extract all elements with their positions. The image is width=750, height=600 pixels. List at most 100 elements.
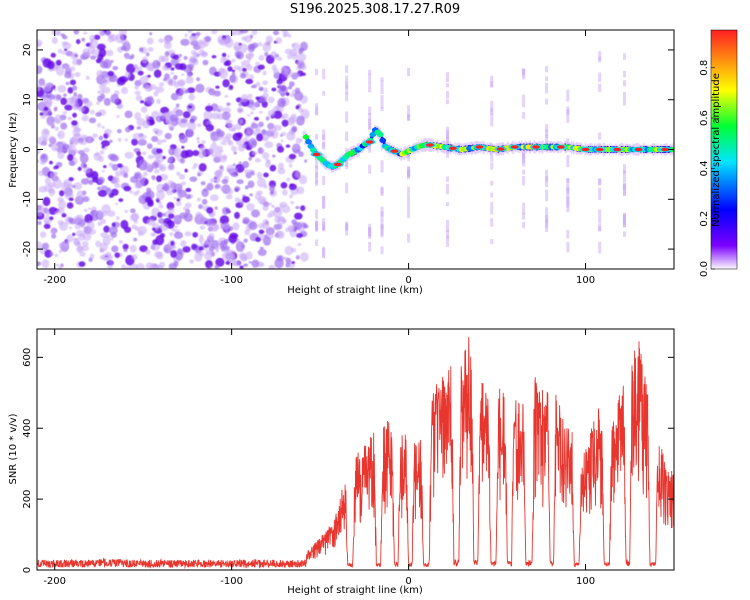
noise-speck	[174, 63, 184, 70]
colorbar-strip	[711, 133, 737, 135]
colorbar-strip	[711, 158, 737, 160]
noise-speck	[195, 31, 201, 37]
spectral-streak	[490, 100, 494, 115]
noise-speck	[90, 171, 99, 180]
spectrogram-y-tick-label: 10	[22, 93, 33, 106]
noise-speck	[124, 209, 128, 214]
spectral-streak	[446, 235, 450, 247]
noise-speck	[49, 171, 58, 180]
noise-speck	[60, 122, 68, 130]
noise-speck	[68, 160, 76, 166]
noise-speck	[50, 52, 56, 58]
noise-speck	[83, 208, 88, 213]
spectral-streak	[598, 217, 602, 224]
noise-speck	[86, 220, 95, 230]
noise-speck	[201, 140, 206, 144]
noise-speck	[250, 123, 259, 129]
noise-speck	[134, 226, 140, 231]
spectral-streak	[490, 180, 494, 186]
noise-speck	[210, 194, 219, 202]
noise-speck	[264, 51, 269, 57]
colorbar-strip	[711, 230, 737, 232]
colorbar-strip	[711, 33, 737, 35]
noise-speck	[192, 231, 199, 238]
noise-speck	[162, 77, 168, 82]
noise-speck	[120, 86, 129, 95]
noise-speck	[133, 237, 138, 242]
colorbar-strip	[711, 114, 737, 116]
colorbar-strip	[711, 102, 737, 104]
noise-speck	[45, 210, 51, 216]
noise-speck	[241, 196, 250, 203]
noise-speck	[281, 131, 287, 137]
colorbar-strip	[711, 49, 737, 51]
noise-speck	[72, 232, 76, 237]
noise-speck	[158, 204, 164, 209]
noise-speck	[203, 110, 213, 121]
noise-speck	[233, 260, 242, 267]
noise-speck	[79, 251, 86, 257]
noise-speck	[262, 236, 272, 246]
colorbar-strip	[711, 63, 737, 65]
noise-speck	[64, 240, 70, 246]
noise-speck	[244, 131, 252, 138]
noise-speck	[221, 222, 231, 230]
noise-speck	[186, 87, 196, 94]
noise-speck	[134, 84, 140, 90]
spectrogram-y-ticks: -20 -10 0 10 20	[22, 44, 674, 257]
noise-speck	[57, 199, 67, 210]
noise-speck	[262, 221, 270, 230]
spectral-streak	[490, 218, 494, 227]
noise-speck	[54, 147, 58, 151]
noise-speck	[171, 227, 176, 232]
noise-speck	[112, 222, 116, 227]
noise-speck	[144, 249, 151, 255]
noise-speck	[270, 51, 278, 58]
spectral-streak	[490, 113, 494, 127]
colorbar-strip	[711, 53, 737, 55]
noise-speck	[231, 72, 236, 76]
noise-speck	[77, 245, 84, 252]
noise-speck	[81, 97, 86, 102]
noise-speck	[226, 253, 236, 263]
colorbar-strip	[711, 93, 737, 95]
colorbar-strip	[711, 201, 737, 203]
colorbar-strip	[711, 153, 737, 155]
noise-speck	[68, 177, 74, 182]
noise-speck	[88, 180, 94, 185]
noise-speck	[257, 64, 265, 70]
noise-speck	[269, 164, 277, 172]
colorbar-strip	[711, 68, 737, 70]
colorbar-strip	[711, 197, 737, 199]
noise-speck	[291, 72, 300, 79]
noise-speck	[56, 207, 65, 215]
colorbar-strip	[711, 51, 737, 53]
noise-speck	[296, 186, 305, 195]
noise-speck	[143, 171, 148, 177]
noise-speck	[180, 240, 187, 248]
colorbar-strip	[711, 38, 737, 40]
noise-speck	[291, 52, 298, 60]
noise-speck	[139, 133, 143, 137]
colorbar-strip	[711, 186, 737, 188]
noise-speck	[83, 147, 90, 153]
noise-speck	[180, 38, 190, 46]
noise-speck	[246, 114, 251, 117]
noise-speck	[164, 51, 170, 57]
noise-speck	[131, 138, 138, 146]
spectral-streak	[446, 219, 450, 232]
noise-speck	[156, 183, 165, 193]
noise-speck	[198, 204, 203, 210]
noise-speck	[211, 153, 216, 158]
snr-x-tick-label: 100	[576, 576, 595, 587]
noise-speck	[161, 65, 168, 71]
noise-speck	[193, 162, 198, 168]
colorbar-strip	[711, 267, 737, 269]
noise-speck	[39, 231, 47, 238]
noise-speck	[198, 163, 207, 172]
spectral-streak	[522, 112, 526, 119]
noise-speck	[146, 218, 156, 226]
noise-speck	[258, 86, 264, 91]
noise-speck	[82, 245, 89, 252]
spectral-streak	[622, 184, 626, 197]
